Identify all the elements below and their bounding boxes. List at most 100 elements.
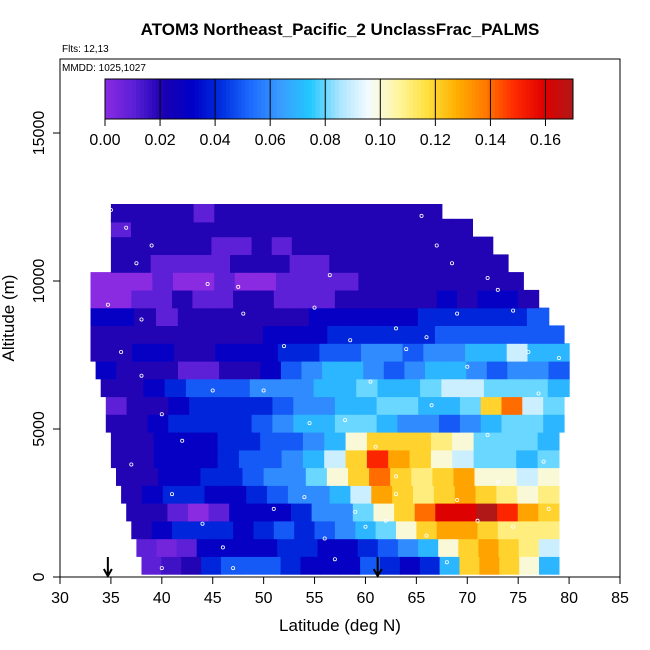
heatmap-cell (221, 467, 244, 486)
heatmap-cell (251, 236, 273, 255)
heatmap-cell (161, 556, 182, 575)
heatmap-cell (435, 503, 457, 522)
heatmap-cell (308, 485, 331, 504)
heatmap-cell (537, 432, 560, 451)
heatmap-cell (402, 343, 424, 362)
heatmap-cell (131, 520, 153, 540)
heatmap-cell (432, 218, 453, 238)
track-point (546, 506, 551, 511)
colorbar-swatch (498, 79, 504, 119)
heatmap-cell (462, 378, 485, 398)
heatmap-cell (291, 236, 313, 255)
colorbar-swatch (214, 79, 219, 119)
heatmap-cell (319, 343, 341, 362)
heatmap-cell (172, 520, 193, 540)
heatmap-cell (131, 236, 152, 255)
heatmap-cell (441, 378, 464, 398)
colorbar-swatch (381, 79, 387, 119)
heatmap-cell (151, 289, 173, 309)
heatmap-cell (132, 449, 155, 469)
heatmap-cell (485, 343, 508, 362)
heatmap-cell (397, 396, 419, 415)
heatmap-cell (538, 520, 560, 540)
heatmap-cell (379, 204, 402, 223)
x-axis-label: Latitude (deg N) (279, 616, 401, 635)
heatmap-cell (502, 272, 524, 291)
heatmap-cell (461, 307, 484, 326)
heatmap-cell (191, 218, 212, 238)
colorbar-swatch (561, 79, 566, 119)
track-point (180, 438, 185, 443)
colorbar-swatch (463, 79, 469, 119)
colorbar-swatch (401, 79, 406, 119)
track-point (434, 243, 439, 248)
heatmap-cell (377, 538, 399, 557)
colorbar-swatch (151, 79, 157, 119)
heatmap-cell (251, 396, 273, 415)
heatmap-cell (501, 414, 523, 433)
colorbar-swatch (530, 79, 535, 119)
heatmap-cell (397, 414, 419, 433)
heatmap-cell (501, 396, 523, 415)
heatmap-cell (198, 360, 220, 380)
colorbar-swatch (389, 79, 395, 119)
heatmap-cell (377, 378, 400, 398)
heatmap-cell (110, 204, 133, 223)
heatmap-cell (249, 503, 271, 522)
chart-title: ATOM3 Northeast_Pacific_2 UnclassFrac_PA… (141, 20, 540, 39)
heatmap-cell (331, 218, 353, 238)
track-point (322, 536, 327, 541)
x-tick-label: 35 (102, 590, 120, 607)
colorbar-swatch (241, 79, 246, 119)
heatmap-cell (110, 432, 133, 451)
heatmap-cell (126, 503, 148, 522)
heatmap-cell (483, 378, 506, 398)
colorbar-swatch (428, 79, 434, 119)
heatmap-cell (143, 378, 166, 398)
heatmap-cell (408, 254, 430, 273)
heatmap-cell (158, 467, 180, 486)
heatmap-cell (466, 360, 488, 380)
heatmap-cell (173, 272, 195, 291)
heatmap-cell (396, 307, 419, 326)
heatmap-cell (430, 432, 453, 451)
colorbar-swatch (393, 79, 398, 119)
heatmap-cell (475, 485, 497, 504)
heatmap-cell (548, 343, 570, 362)
heatmap-cell (131, 289, 153, 309)
heatmap-cell (416, 289, 438, 309)
colorbar-swatch (218, 79, 223, 119)
plot-frame (59, 58, 621, 578)
heatmap-cell (317, 538, 339, 557)
heatmap-cell (332, 236, 353, 255)
heatmap-cell (320, 556, 341, 575)
heatmap-cell (242, 467, 265, 486)
heatmap-cell (305, 467, 328, 486)
heatmap-cell (543, 396, 565, 415)
heatmap-cell (189, 414, 211, 433)
heatmap-cell (538, 485, 560, 504)
track-point (495, 480, 500, 485)
heatmap-cell (271, 236, 293, 255)
heatmap-cell (271, 378, 293, 398)
heatmap-cell (284, 467, 307, 486)
heatmap-cell (111, 343, 133, 362)
track-point (536, 391, 541, 396)
x-tick-label: 65 (407, 590, 425, 607)
heatmap-cell (293, 414, 315, 433)
colorbar-swatch (526, 79, 531, 119)
track-point (139, 373, 144, 378)
heatmap-cell (314, 520, 336, 540)
heatmap-cell (374, 307, 397, 326)
colorbar-swatch (222, 79, 227, 119)
heatmap-cell (527, 360, 550, 380)
heatmap-cell (324, 432, 347, 451)
colorbar-swatch (175, 79, 180, 119)
heatmap-cell (414, 503, 436, 522)
colorbar-swatch (183, 79, 188, 119)
heatmap-cell (448, 254, 469, 273)
colorbar-swatch (456, 79, 461, 119)
colorbar-tick-label: 0.04 (200, 132, 231, 149)
colorbar-swatch (475, 79, 480, 119)
heatmap-cell (217, 432, 240, 451)
